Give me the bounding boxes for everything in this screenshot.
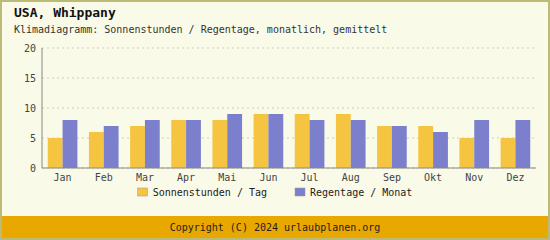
bar [459,138,474,168]
title: USA, Whippany [14,5,116,20]
x-tick-label: Nov [465,172,483,183]
grid-line [42,168,536,169]
bar [392,126,407,168]
bar [295,114,310,168]
x-tick-label: Dez [506,172,524,183]
legend-label: Regentage / Monat [310,187,412,198]
bar [186,120,201,168]
bar [89,132,104,168]
legend-item: Regentage / Monat [295,187,412,198]
bar [336,114,351,168]
bar [145,120,160,168]
bar [351,120,366,168]
footer-bar [0,216,550,240]
y-tick-label: 15 [24,73,36,84]
x-tick-label: Okt [424,172,442,183]
bar [254,114,269,168]
y-tick-label: 20 [24,43,36,54]
bar [171,120,186,168]
bar [48,138,63,168]
bar [515,120,530,168]
bar [104,126,119,168]
x-tick-label: Jun [259,172,277,183]
y-tick-label: 5 [30,133,36,144]
background [0,0,550,240]
x-tick-label: Jan [54,172,72,183]
grid-line [42,108,536,109]
bar [310,120,325,168]
subtitle: Klimadiagramm: Sonnenstunden / Regentage… [14,24,387,35]
footer-text: Copyright (C) 2024 urlaubplanen.org [170,222,381,233]
x-tick-label: Mai [218,172,236,183]
grid-line [42,48,536,49]
bar [212,120,227,168]
bar [433,132,448,168]
grid [42,48,536,168]
bar [474,120,489,168]
x-tick-label: Mar [136,172,154,183]
y-tick-label: 10 [24,103,36,114]
bars [48,114,530,168]
x-tick-label: Sep [383,172,401,183]
x-tick-label: Feb [95,172,113,183]
bar [377,126,392,168]
legend-item: Sonnenstunden / Tag [138,187,267,198]
y-axis [42,48,43,168]
x-tick-label: Jul [301,172,319,183]
chart: USA, Whippany Klimadiagramm: Sonnenstunde… [0,0,550,240]
bar [63,120,78,168]
bar [268,114,283,168]
border [1,1,549,239]
legend-swatch [138,188,148,196]
bar [130,126,145,168]
bar [501,138,516,168]
y-tick-label: 0 [30,163,36,174]
grid-line [42,78,536,79]
x-tick-label: Aug [342,172,360,183]
bar [418,126,433,168]
x-tick-label: Apr [177,172,195,183]
bar [227,114,242,168]
legend-swatch [295,188,305,196]
legend: Sonnenstunden / Tag Regentage / Monat [138,187,413,198]
legend-label: Sonnenstunden / Tag [153,187,267,198]
x-axis [42,168,536,169]
